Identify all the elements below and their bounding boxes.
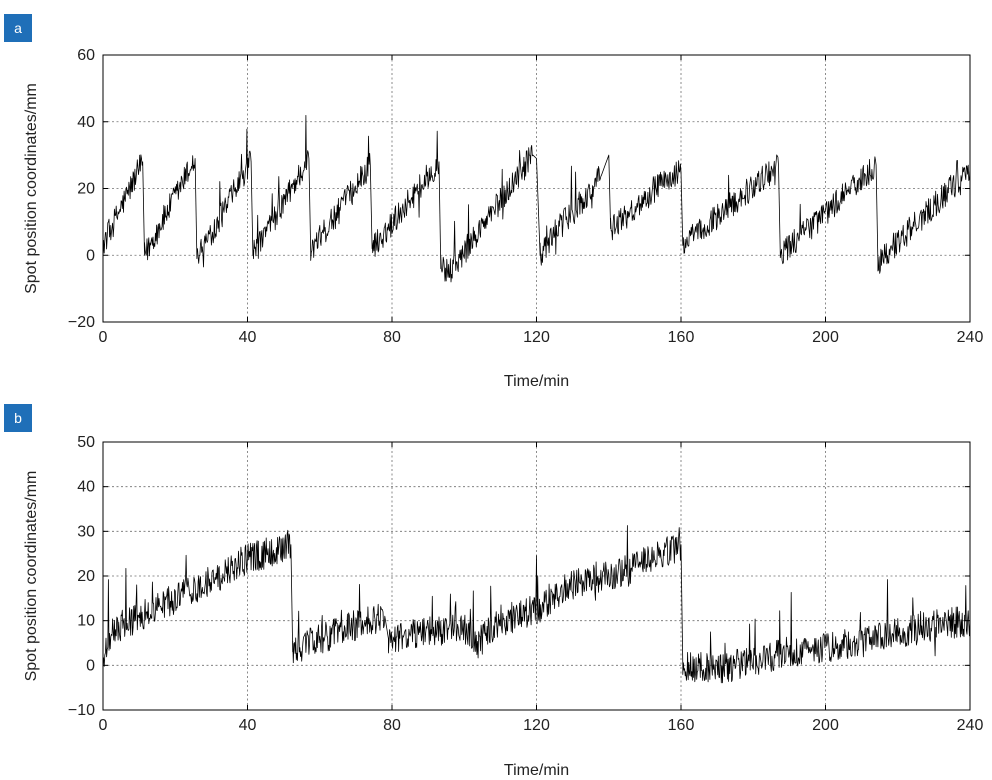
y-tick-label: −20 (68, 314, 95, 331)
y-axis-title: Spot position coordinates/mm (23, 83, 40, 294)
trace-layer (102, 525, 971, 684)
x-tick-label: 80 (383, 329, 401, 346)
x-tick-label: 120 (523, 717, 550, 734)
x-tick-label: 200 (812, 329, 839, 346)
x-tick-label: 0 (99, 329, 108, 346)
x-tick-label: 160 (668, 717, 695, 734)
x-tick-label: 40 (239, 329, 257, 346)
x-tick-label: 120 (523, 329, 550, 346)
x-tick-label: 40 (239, 717, 257, 734)
y-tick-label: 40 (77, 479, 95, 496)
y-tick-label: 10 (77, 613, 95, 630)
y-tick-label: 30 (77, 523, 95, 540)
y-tick-label: 0 (86, 247, 95, 264)
grid-lines (103, 55, 970, 322)
y-tick-label: 20 (77, 181, 95, 198)
y-tick-label: 50 (77, 434, 95, 451)
x-tick-label: 240 (957, 717, 984, 734)
y-tick-label: 60 (77, 47, 95, 64)
x-axis-title: Time/min (504, 373, 569, 390)
y-tick-label: 40 (77, 114, 95, 131)
x-tick-label: 160 (668, 329, 695, 346)
series-line (102, 115, 971, 283)
series-line (102, 525, 971, 684)
x-tick-label: 0 (99, 717, 108, 734)
panel-tag-label: b (14, 410, 22, 426)
panel-tag-label: a (14, 20, 22, 36)
y-tick-label: 0 (86, 657, 95, 674)
y-tick-label: 20 (77, 568, 95, 585)
x-tick-label: 240 (957, 329, 984, 346)
panel-tag-a: a (4, 14, 32, 42)
x-tick-label: 200 (812, 717, 839, 734)
trace-layer (102, 115, 971, 283)
x-axis-title: Time/min (504, 762, 569, 779)
x-tick-label: 80 (383, 717, 401, 734)
y-axis-title: Spot position coordinates/mm (23, 471, 40, 682)
panel-tag-b: b (4, 404, 32, 432)
y-tick-label: −10 (68, 702, 95, 719)
